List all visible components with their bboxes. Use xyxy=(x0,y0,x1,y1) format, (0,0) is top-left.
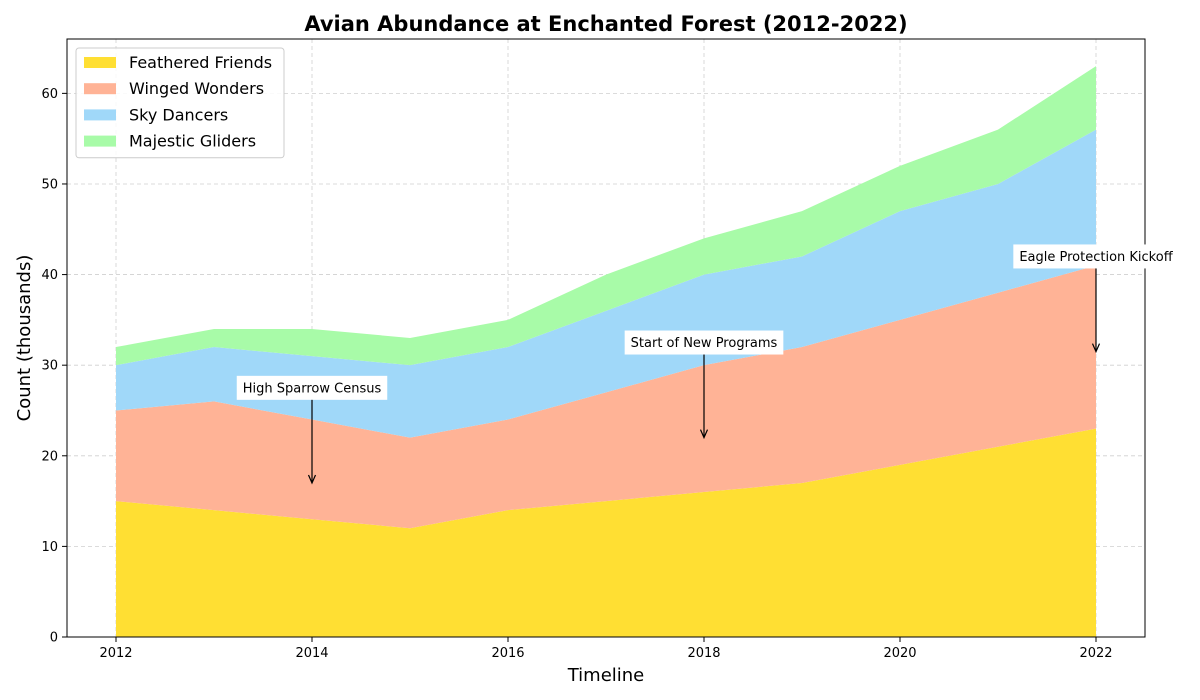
x-axis-label: Timeline xyxy=(567,665,645,686)
x-tick-label: 2018 xyxy=(687,646,720,661)
legend-swatch xyxy=(84,83,116,94)
y-tick-label: 30 xyxy=(41,359,58,374)
legend-label: Winged Wonders xyxy=(129,79,264,98)
legend-swatch xyxy=(84,136,116,147)
y-tick-label: 50 xyxy=(41,177,58,192)
annotation-text: Start of New Programs xyxy=(631,336,778,351)
chart-title: Avian Abundance at Enchanted Forest (201… xyxy=(304,12,907,36)
annotation-text: Eagle Protection Kickoff xyxy=(1019,250,1173,265)
y-tick-label: 60 xyxy=(41,87,58,102)
x-tick-label: 2014 xyxy=(295,646,328,661)
legend-swatch xyxy=(84,57,116,68)
annotation-text: High Sparrow Census xyxy=(243,381,382,396)
y-tick-label: 0 xyxy=(50,631,58,646)
legend-swatch xyxy=(84,109,116,120)
y-tick-label: 20 xyxy=(41,449,58,464)
legend-label: Majestic Gliders xyxy=(129,132,256,151)
legend-label: Sky Dancers xyxy=(129,105,228,124)
x-tick-label: 2016 xyxy=(491,646,524,661)
y-tick-label: 10 xyxy=(41,540,58,555)
plot-area: 2012 2014 2016 2018 2020 2022 0 10 20 30 40 50 60 Hig… xyxy=(41,39,1178,661)
legend: Feathered Friends Winged Wonders Sky Dance… xyxy=(76,48,284,158)
y-tick-label: 40 xyxy=(41,268,58,283)
legend-label: Feathered Friends xyxy=(129,53,272,72)
x-tick-label: 2012 xyxy=(99,646,132,661)
y-axis-label: Count (thousands) xyxy=(14,255,35,422)
x-tick-label: 2020 xyxy=(883,646,916,661)
x-tick-label: 2022 xyxy=(1079,646,1112,661)
